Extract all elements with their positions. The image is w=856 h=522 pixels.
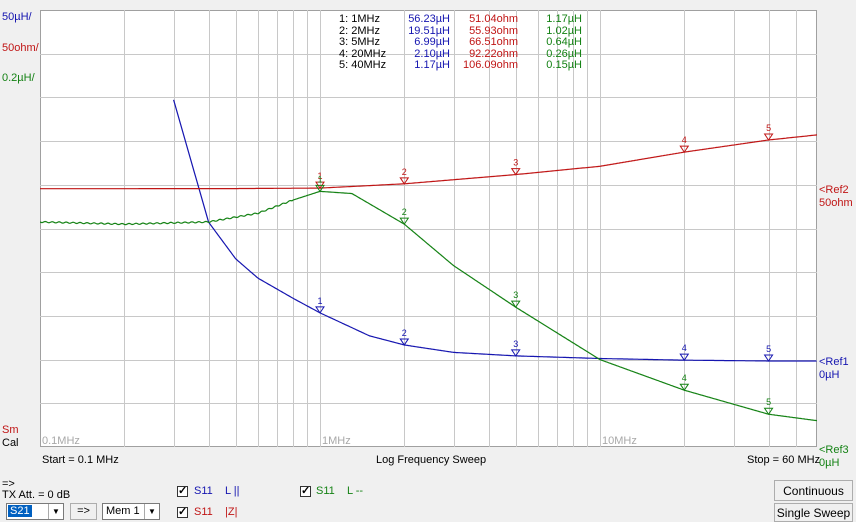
marker-label-blue: 3 xyxy=(513,339,518,349)
marker-l-ser: 1.17µH xyxy=(546,13,582,25)
marker-triangle-red xyxy=(763,133,774,141)
start-freq-label: Start = 0.1 MHz xyxy=(42,454,119,466)
marker-label-red: 4 xyxy=(682,135,687,145)
port-select-value: S21 xyxy=(8,505,32,517)
marker-l-par: 19.51µH xyxy=(408,24,450,37)
marker-label-blue: 4 xyxy=(682,343,687,353)
plot-area[interactable]: 0.1MHz 1MHz 10MHz 1 2 3 4 5 1 2 3 4 5 1 2 3 4 5 xyxy=(40,10,817,447)
chevron-down-icon[interactable]: ▼ xyxy=(144,504,159,519)
trace-red xyxy=(40,134,817,190)
marker-triangle-green xyxy=(510,300,521,309)
trace-l-par-param: L || xyxy=(225,485,240,497)
marker-label-red: 5 xyxy=(766,123,771,133)
marker-l-par: 56.23µH xyxy=(408,13,450,25)
apply-arrow-button[interactable]: => xyxy=(70,503,97,520)
marker-label-red: 2 xyxy=(402,167,407,177)
single-sweep-button[interactable]: Single Sweep xyxy=(774,503,853,522)
sm-label: Sm xyxy=(2,424,19,436)
ref3-arrow: <Ref3 xyxy=(819,444,849,456)
freq-tick-label: 10MHz xyxy=(602,435,637,447)
marker-label-green: 3 xyxy=(513,290,518,300)
marker-label-blue: 2 xyxy=(402,328,407,338)
marker-l-ser: 0.64µH xyxy=(546,36,582,48)
marker-label-blue: 5 xyxy=(766,344,771,354)
marker-l-par: 6.99µH xyxy=(414,36,450,48)
marker-freq: 1: 1MHz xyxy=(339,13,380,25)
marker-triangle-blue xyxy=(315,306,325,314)
tx-att-label: TX Att. = 0 dB xyxy=(2,489,71,501)
marker-triangle-green xyxy=(679,383,690,392)
marker-label-green: 4 xyxy=(682,373,687,383)
freq-tick-label: 1MHz xyxy=(322,435,351,447)
sweep-mode-label: Log Frequency Sweep xyxy=(376,454,487,466)
marker-z: 106.09ohm xyxy=(462,59,518,71)
marker-triangle-red xyxy=(399,177,410,185)
trace-l-par-name: S11 xyxy=(194,485,213,497)
ref1-arrow: <Ref1 xyxy=(819,356,849,368)
blue-scale-label: 50µH/ xyxy=(2,11,32,23)
marker-triangle-green xyxy=(315,184,325,193)
marker-label-green: 2 xyxy=(402,207,407,217)
trace-blue xyxy=(173,99,817,362)
chevron-down-icon[interactable]: ▼ xyxy=(48,504,63,519)
marker-z: 51.04ohm xyxy=(469,13,518,25)
cal-label: Cal xyxy=(2,437,19,449)
stop-freq-label: Stop = 60 MHz xyxy=(747,454,821,466)
marker-triangle-green xyxy=(763,407,774,416)
trace-z-param: |Z| xyxy=(225,506,238,518)
trace-z-checkbox[interactable] xyxy=(177,505,188,518)
marker-freq: 5: 40MHz xyxy=(339,59,387,71)
marker-freq: 3: 5MHz xyxy=(339,36,380,48)
marker-label-red: 3 xyxy=(513,158,518,168)
marker-label-red: 1 xyxy=(318,171,323,181)
marker-z: 92.22ohm xyxy=(469,47,518,60)
port-select[interactable]: S21 ▼ xyxy=(6,503,64,520)
marker-label-green: 5 xyxy=(766,397,771,407)
memory-select-value: Mem 1 xyxy=(106,505,140,517)
marker-triangle-blue xyxy=(399,338,410,346)
red-scale-label: 50ohm/ xyxy=(2,42,39,54)
marker-triangle-red xyxy=(510,168,521,176)
ref3-unit: 0µH xyxy=(819,457,840,469)
marker-label-blue: 1 xyxy=(318,296,323,306)
marker-l-ser: 1.02µH xyxy=(546,24,582,37)
marker-triangle-green xyxy=(399,217,410,226)
marker-l-ser: 0.26µH xyxy=(546,47,582,60)
marker-l-par: 1.17µH xyxy=(414,59,450,71)
continuous-button[interactable]: Continuous xyxy=(774,480,853,501)
marker-triangle-blue xyxy=(679,353,690,362)
ref1-unit: 0µH xyxy=(819,369,840,381)
ref2-arrow: <Ref2 xyxy=(819,184,849,196)
marker-triangle-blue xyxy=(763,354,774,362)
marker-freq: 4: 20MHz xyxy=(339,47,387,60)
marker-freq: 2: 2MHz xyxy=(339,24,380,37)
trace-l-ser-param: L -- xyxy=(347,485,364,497)
trace-l-par-checkbox[interactable] xyxy=(177,484,188,497)
marker-z: 55.93ohm xyxy=(469,24,518,37)
marker-l-ser: 0.15µH xyxy=(546,59,582,71)
marker-triangle-red xyxy=(679,145,690,154)
trace-l-ser-checkbox[interactable] xyxy=(300,484,311,497)
plot-frame xyxy=(40,10,817,447)
marker-triangle-blue xyxy=(510,349,521,357)
trace-l-ser-name: S11 xyxy=(316,485,335,497)
ref2-unit: 50ohm xyxy=(819,197,853,209)
trace-green xyxy=(40,190,817,422)
marker-z: 66.51ohm xyxy=(469,36,518,48)
marker-label-green: 1 xyxy=(318,174,323,184)
arrow-indicator: => xyxy=(2,478,15,490)
memory-select[interactable]: Mem 1 ▼ xyxy=(102,503,160,520)
green-scale-label: 0.2µH/ xyxy=(2,72,35,84)
freq-tick-label: 0.1MHz xyxy=(42,435,80,447)
marker-l-par: 2.10µH xyxy=(414,47,450,60)
trace-z-name: S11 xyxy=(194,506,213,518)
